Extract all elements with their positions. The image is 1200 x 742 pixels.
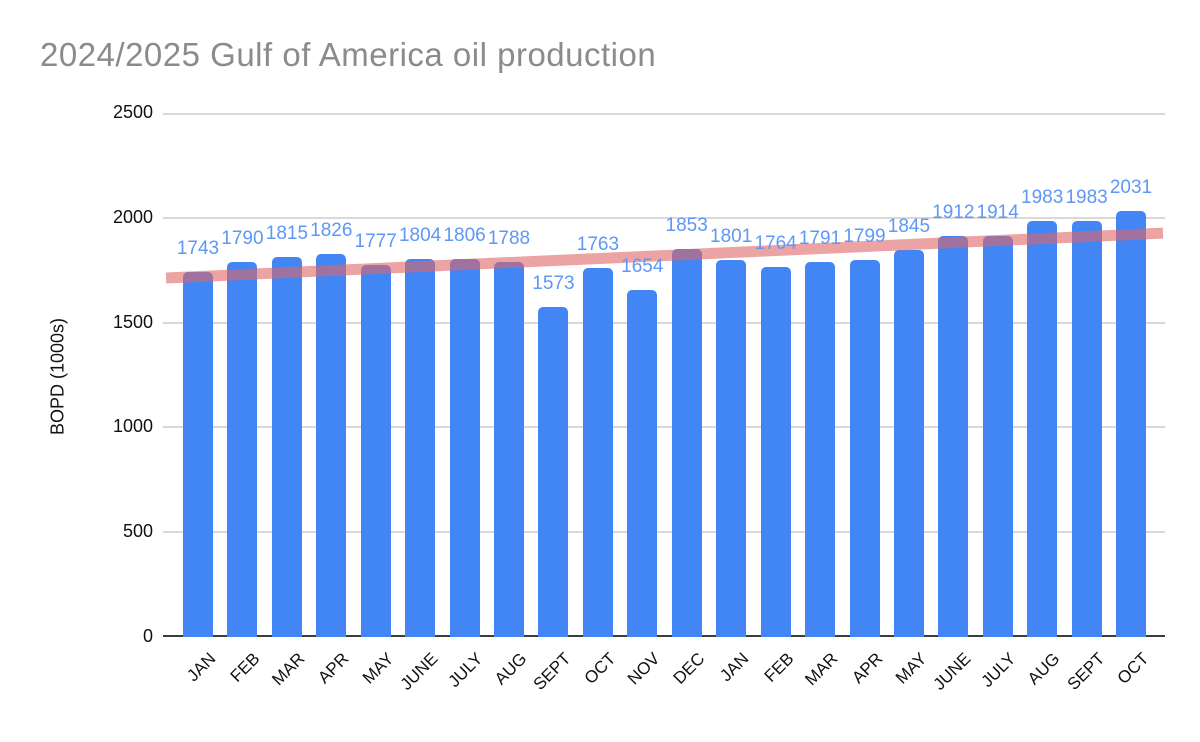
bar-value-label: 1791 <box>798 227 842 249</box>
gridline <box>163 426 1165 429</box>
bar <box>582 267 613 637</box>
y-axis-title: BOPD (1000s) <box>47 317 68 436</box>
y-tick-label: 2000 <box>112 206 153 227</box>
trendline-segment <box>165 227 1164 284</box>
y-tick-label: 500 <box>122 521 153 542</box>
bar-value-label: 1801 <box>710 225 753 247</box>
bar-value-label: 1912 <box>932 202 975 224</box>
bar-value-label: 1853 <box>665 214 708 236</box>
x-axis-baseline <box>163 635 1165 637</box>
bar <box>183 271 213 637</box>
gridline <box>163 216 1165 219</box>
bar-value-label: 1573 <box>532 273 575 295</box>
bar-value-label: 1764 <box>754 233 797 255</box>
bar <box>982 235 1013 637</box>
bar <box>227 261 258 637</box>
bar <box>760 267 791 637</box>
bar <box>449 258 480 637</box>
bar <box>893 250 924 637</box>
bar <box>538 307 569 637</box>
bar-value-label: 1914 <box>976 201 1019 223</box>
y-tick-label: 0 <box>142 626 153 646</box>
bar-value-label: 1763 <box>576 233 620 255</box>
gridline <box>163 531 1165 534</box>
bar <box>938 236 969 637</box>
bar <box>849 259 880 637</box>
bar-value-label: 1983 <box>1065 187 1108 209</box>
gridline <box>163 321 1165 324</box>
y-tick-label: 2500 <box>112 102 153 122</box>
bar <box>1116 211 1146 637</box>
bar-value-label: 1804 <box>398 224 442 246</box>
bar <box>271 256 302 637</box>
bar <box>360 264 391 637</box>
bar <box>494 262 524 637</box>
bar-value-label: 1654 <box>621 256 664 278</box>
bar-value-label: 1815 <box>265 222 309 244</box>
bar <box>716 259 747 637</box>
bar-value-label: 1826 <box>310 220 353 242</box>
bar-value-label: 1983 <box>1021 187 1064 209</box>
y-tick-label: 1000 <box>112 416 153 437</box>
bar-value-label: 1845 <box>887 216 931 238</box>
bar <box>405 258 436 637</box>
y-tick-label: 1500 <box>112 311 153 332</box>
bar-value-label: 1777 <box>354 230 397 252</box>
bar-value-label: 1799 <box>843 225 886 247</box>
bar-value-label: 2031 <box>1109 177 1153 199</box>
bar <box>805 261 835 637</box>
trendline <box>165 227 1164 284</box>
bar <box>1027 221 1058 637</box>
bar-value-label: 1790 <box>221 227 264 249</box>
bar <box>671 248 702 637</box>
bar <box>1071 221 1102 637</box>
gridline <box>163 113 1165 115</box>
bar-value-label: 1743 <box>176 237 220 259</box>
bar-value-label: 1788 <box>487 228 531 250</box>
chart-title: 2024/2025 Gulf of America oil production <box>40 36 657 73</box>
bar-value-label: 1806 <box>443 224 486 246</box>
bar <box>316 254 347 637</box>
plot-area: 1743 1790 1815 1826 1777 1804 1806 1788 1573 1763… <box>163 113 1165 637</box>
bar <box>627 290 658 637</box>
